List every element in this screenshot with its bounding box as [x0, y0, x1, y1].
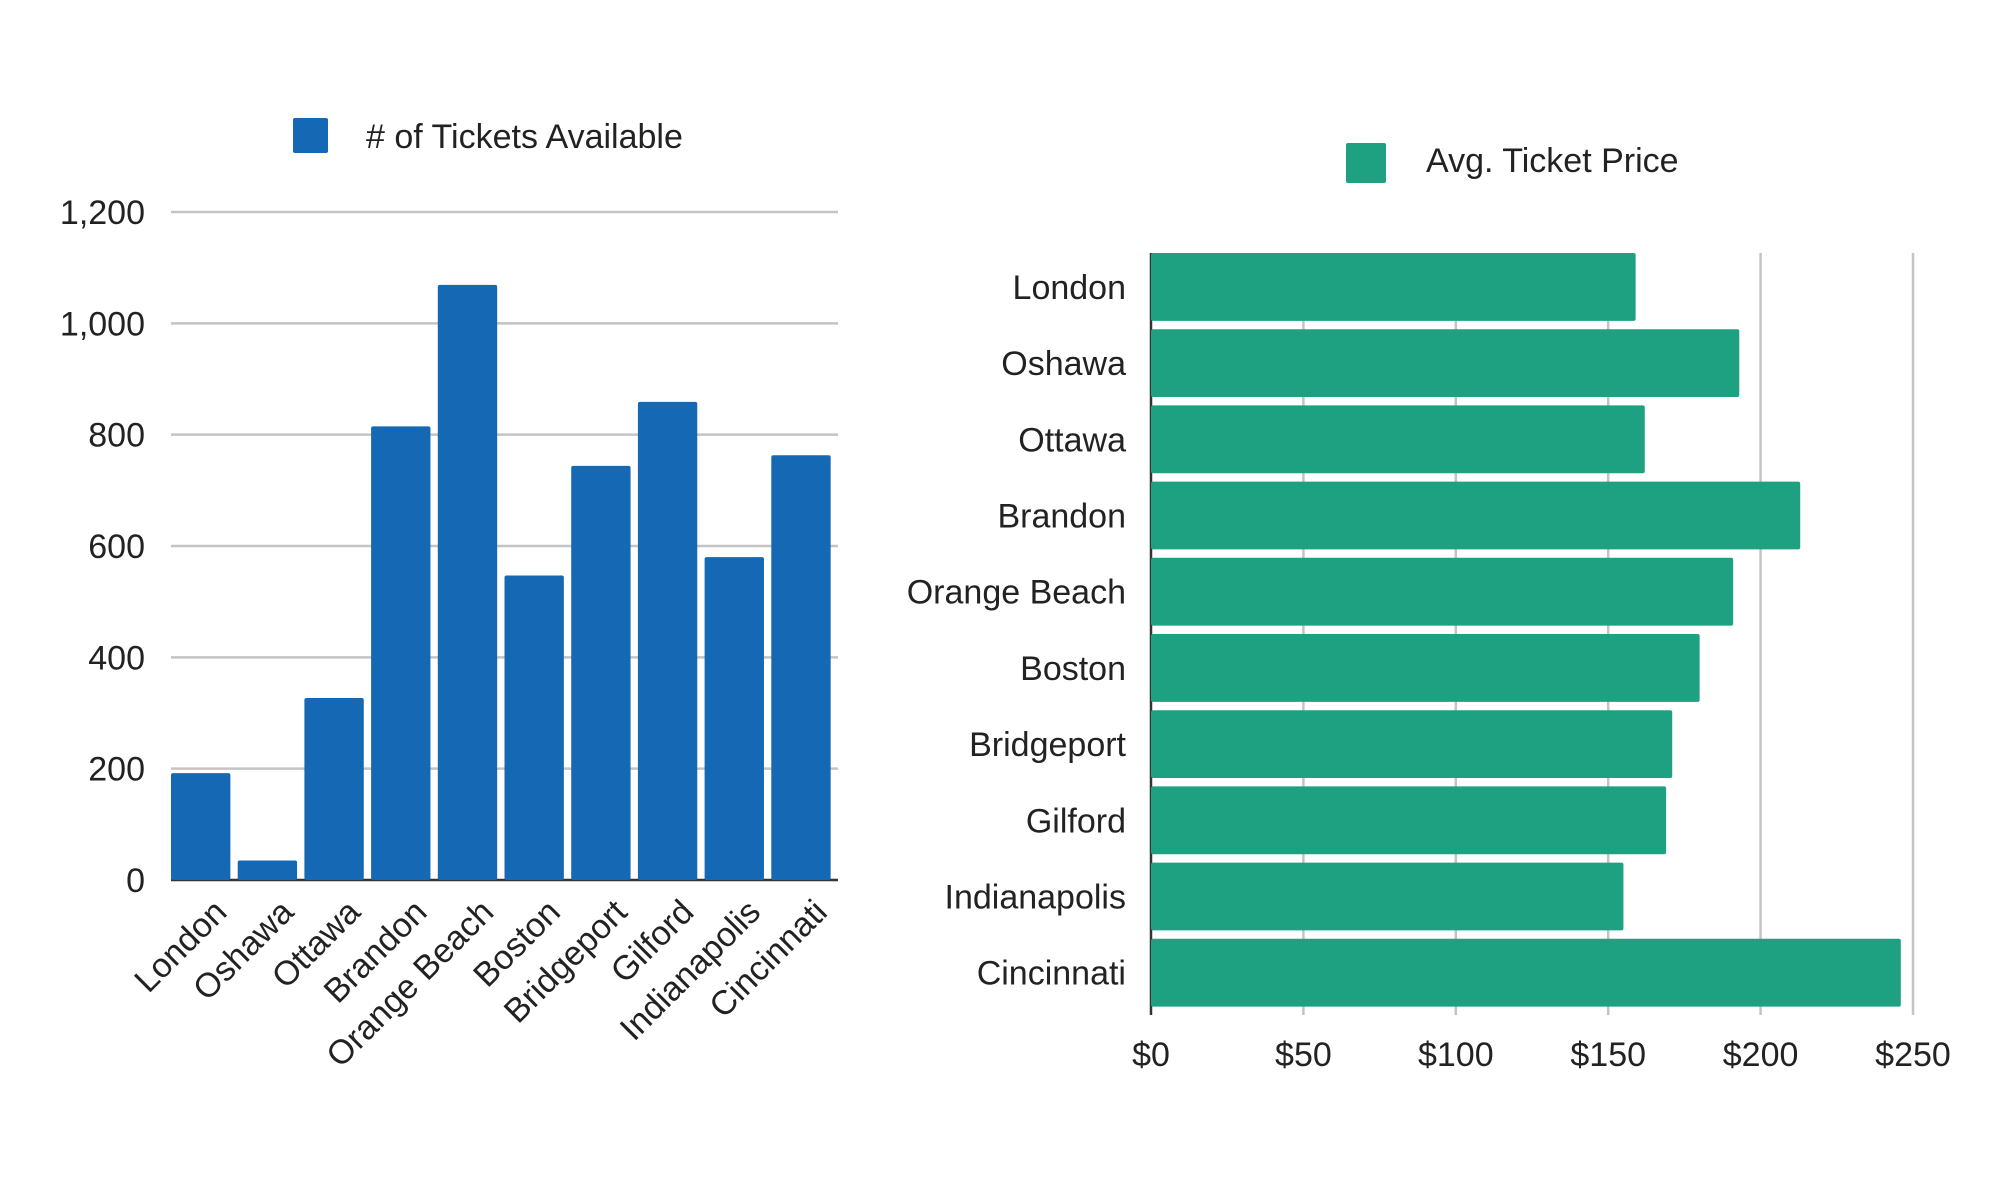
bar-price-indianapolis — [1151, 862, 1624, 931]
y-tick-label: 800 — [88, 417, 145, 455]
bar-tickets-gilford — [637, 401, 698, 880]
bar-price-bridgeport — [1151, 710, 1673, 779]
y-category-label-oshawa: Oshawa — [1001, 345, 1126, 383]
y-category-label-bridgeport: Bridgeport — [969, 726, 1126, 764]
bar-tickets-london — [171, 773, 231, 880]
left-bars — [171, 284, 831, 880]
legend-swatch-price — [1346, 143, 1386, 183]
left-legend: # of Tickets Available — [293, 118, 683, 156]
y-tick-label: 0 — [126, 862, 145, 900]
bar-price-orange-beach — [1151, 557, 1734, 626]
y-category-label-boston: Boston — [1020, 650, 1126, 688]
x-tick-label: $0 — [1132, 1036, 1170, 1074]
right-category-labels: London Oshawa Ottawa Brandon Orange Beach Bos… — [907, 269, 1127, 993]
bar-tickets-ottawa — [304, 697, 364, 880]
bar-tickets-orange-beach — [437, 284, 498, 880]
bar-price-gilford — [1151, 786, 1667, 855]
y-category-label-london: London — [1013, 269, 1126, 307]
bar-tickets-cincinnati — [771, 455, 831, 880]
right-legend: Avg. Ticket Price — [1346, 142, 1679, 183]
legend-label-price: Avg. Ticket Price — [1426, 142, 1679, 180]
bar-tickets-oshawa — [237, 860, 298, 880]
y-category-label-cincinnati: Cincinnati — [977, 955, 1126, 993]
legend-label-tickets: # of Tickets Available — [366, 118, 683, 156]
legend-swatch-tickets — [293, 118, 328, 153]
bar-price-brandon — [1151, 481, 1801, 550]
avg-ticket-price-chart: $0 $50 $100 $150 $200 $250 London Oshawa Ottawa… — [907, 142, 1951, 1074]
right-bars — [1151, 253, 1901, 1007]
y-tick-label: 1,000 — [60, 305, 145, 343]
x-tick-label: $50 — [1275, 1036, 1332, 1074]
y-category-label-ottawa: Ottawa — [1018, 421, 1126, 459]
bar-price-london — [1151, 253, 1636, 321]
y-category-label-brandon: Brandon — [997, 498, 1126, 536]
y-category-label-gilford: Gilford — [1026, 802, 1126, 840]
tickets-available-chart: 0 200 400 600 800 1,000 1,200 LondonOshawaOtta… — [60, 118, 838, 1075]
y-tick-label: 1,200 — [60, 194, 145, 232]
bar-price-cincinnati — [1151, 938, 1901, 1007]
left-y-tick-labels: 0 200 400 600 800 1,000 1,200 — [60, 194, 145, 900]
bar-tickets-indianapolis — [704, 557, 764, 880]
bar-price-ottawa — [1151, 405, 1645, 474]
y-category-label-indianapolis: Indianapolis — [945, 879, 1126, 917]
x-tick-label: $150 — [1570, 1036, 1646, 1074]
y-tick-label: 200 — [88, 751, 145, 789]
bar-tickets-brandon — [371, 426, 431, 880]
bar-price-boston — [1151, 634, 1700, 702]
y-category-label-orange-beach: Orange Beach — [907, 574, 1126, 612]
bar-tickets-boston — [504, 575, 564, 880]
bar-price-oshawa — [1151, 329, 1740, 398]
bar-tickets-bridgeport — [571, 465, 631, 880]
x-tick-label: $250 — [1875, 1036, 1951, 1074]
x-tick-label: $100 — [1418, 1036, 1494, 1074]
y-tick-label: 400 — [88, 639, 145, 677]
y-tick-label: 600 — [88, 528, 145, 566]
right-x-tick-labels: $0 $50 $100 $150 $200 $250 — [1132, 1036, 1951, 1074]
x-tick-label: $200 — [1723, 1036, 1799, 1074]
